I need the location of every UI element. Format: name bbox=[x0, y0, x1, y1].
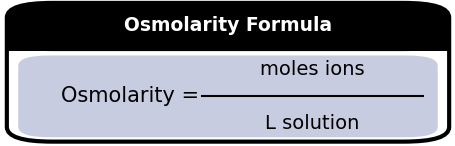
FancyBboxPatch shape bbox=[7, 3, 448, 51]
Text: Osmolarity Formula: Osmolarity Formula bbox=[124, 16, 331, 35]
Text: Osmolarity =: Osmolarity = bbox=[61, 86, 198, 106]
Text: moles ions: moles ions bbox=[259, 60, 364, 79]
Bar bbox=[7, 34, 448, 51]
FancyBboxPatch shape bbox=[18, 55, 437, 137]
Text: L solution: L solution bbox=[265, 114, 359, 133]
FancyBboxPatch shape bbox=[7, 3, 448, 142]
